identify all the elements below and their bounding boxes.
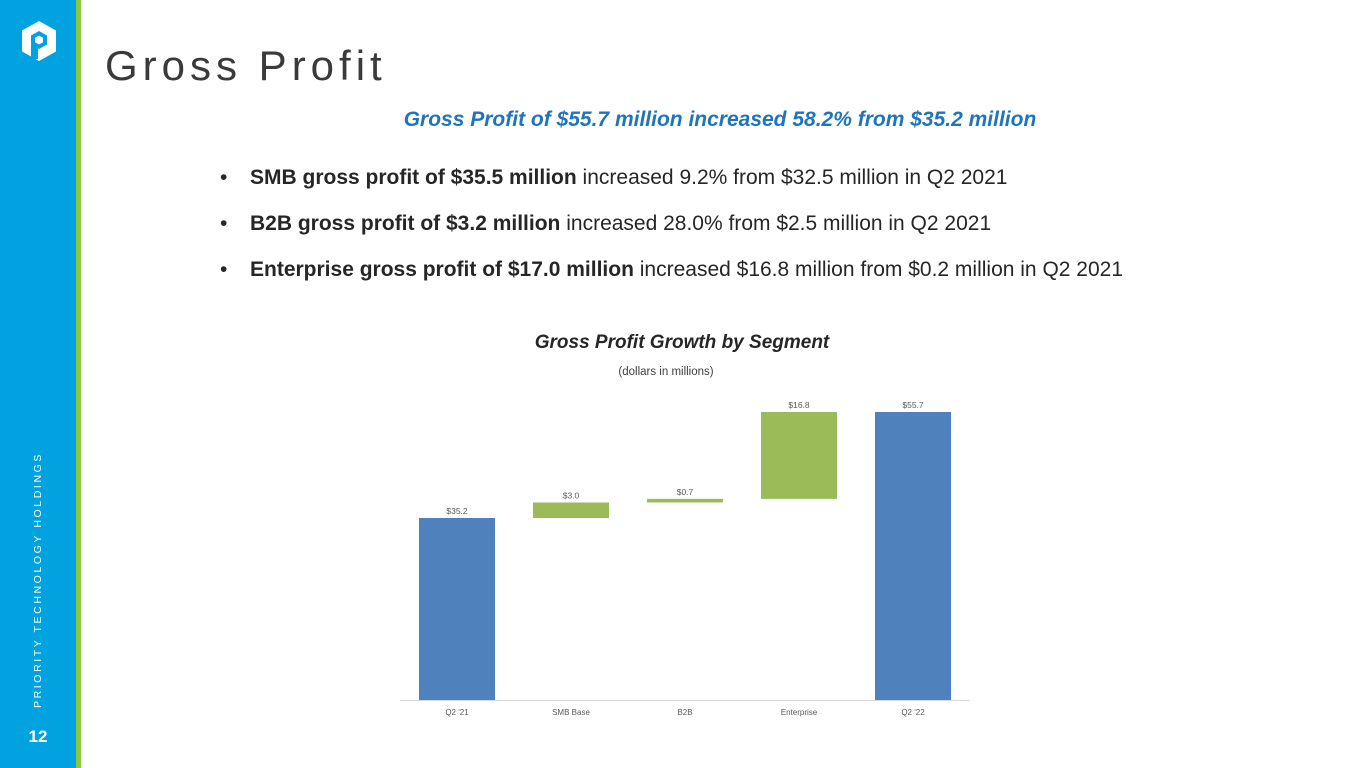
- waterfall-chart: $35.2 $3.0 $0.7 $16.8 $55.7 Q2 '21 SMB Base B2…: [400, 400, 970, 717]
- chart-subtitle: (dollars in millions): [618, 366, 714, 378]
- bullet-bold-text: SMB gross profit of $35.5 million: [250, 166, 577, 189]
- bar-q2-22: [875, 412, 951, 700]
- bullet-bold-text: Enterprise gross profit of $17.0 million: [250, 258, 634, 281]
- data-label: $16.8: [788, 400, 810, 410]
- bullet-item-smb: SMB gross profit of $35.5 million increa…: [220, 163, 1123, 209]
- sidebar: [0, 0, 76, 768]
- bullet-text: increased 28.0% from $2.5 million in Q2 …: [560, 212, 992, 235]
- data-label: $35.2: [446, 506, 468, 516]
- bar-b2b: [647, 498, 723, 503]
- bullet-bold-text: B2B gross profit of $3.2 million: [250, 212, 561, 235]
- x-tick-label: Enterprise: [781, 708, 818, 717]
- bullet-text: increased $16.8 million from $0.2 millio…: [633, 258, 1124, 281]
- data-label: $0.7: [677, 487, 694, 497]
- bar-q2-21: [419, 517, 495, 700]
- chart-title: Gross Profit Growth by Segment: [534, 332, 830, 353]
- page-number: 12: [28, 727, 48, 746]
- x-tick-label: SMB Base: [552, 708, 590, 717]
- x-tick-label: Q2 '22: [901, 708, 925, 717]
- headline-subtitle: Gross Profit of $55.7 million increased …: [403, 108, 1037, 131]
- x-tick-label: B2B: [677, 708, 692, 717]
- bullet-list: SMB gross profit of $35.5 million increa…: [220, 163, 1123, 301]
- vertical-brand-text: PRIORITY TECHNOLOGY HOLDINGS: [32, 451, 44, 709]
- bullet-item-b2b: B2B gross profit of $3.2 million increas…: [220, 209, 1123, 255]
- priority-logo-icon: [22, 21, 56, 61]
- x-tick-label: Q2 '21: [445, 708, 469, 717]
- page-title: Gross Profit: [105, 42, 387, 89]
- data-label: $55.7: [902, 400, 924, 410]
- bullet-item-enterprise: Enterprise gross profit of $17.0 million…: [220, 255, 1123, 301]
- data-label: $3.0: [563, 490, 580, 500]
- bar-enterprise: [761, 412, 837, 499]
- bar-smb-base: [533, 502, 609, 518]
- bullet-text: increased 9.2% from $32.5 million in Q2 …: [576, 166, 1008, 189]
- sidebar-accent-stripe: [76, 0, 81, 768]
